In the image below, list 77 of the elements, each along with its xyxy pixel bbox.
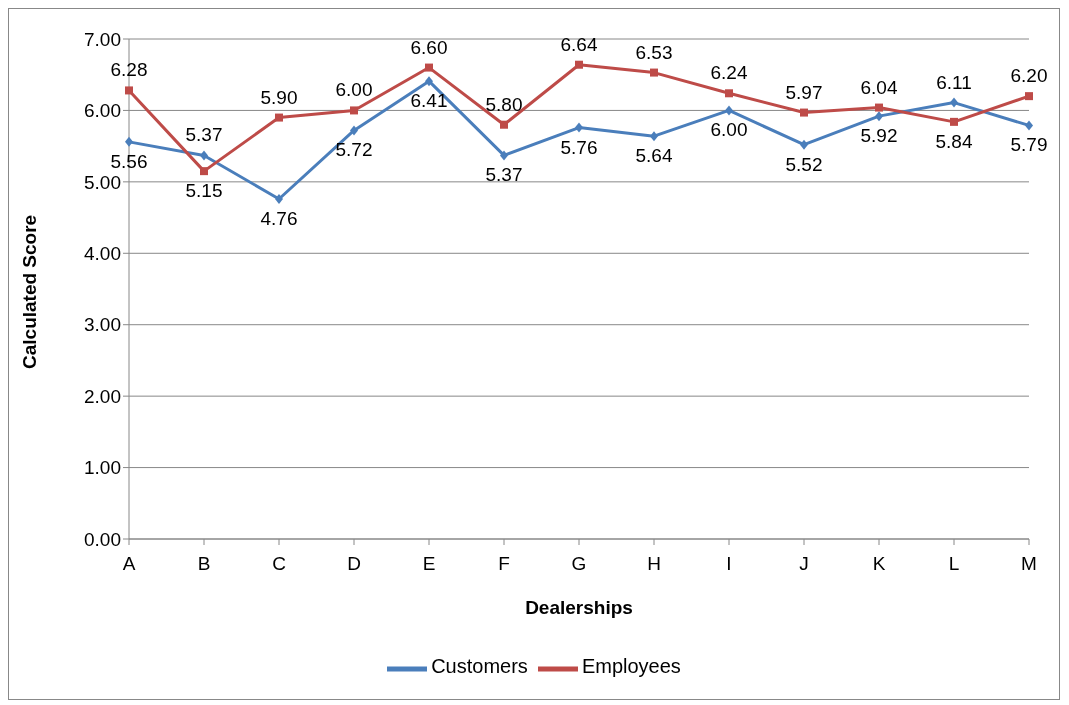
data-label: 5.72 <box>335 139 373 161</box>
point <box>875 111 883 122</box>
y-axis-title: Calculated Score <box>18 214 40 369</box>
data-label: 5.52 <box>785 153 823 175</box>
data-label: 5.76 <box>560 136 598 158</box>
point <box>725 89 733 98</box>
data-label: 5.92 <box>860 125 898 147</box>
data-label: 6.41 <box>410 90 448 112</box>
data-label: 5.97 <box>785 81 823 103</box>
data-label: 5.84 <box>935 130 973 152</box>
point <box>125 136 133 147</box>
point <box>500 150 508 161</box>
x-tick-label: A <box>122 553 136 575</box>
x-tick-label: L <box>948 553 960 575</box>
data-label: 6.11 <box>936 71 972 93</box>
x-tick-label: K <box>872 553 886 575</box>
point <box>575 60 583 69</box>
y-tick-label: 2.00 <box>84 385 121 407</box>
y-tick-label: 3.00 <box>84 314 121 336</box>
point <box>650 131 658 142</box>
data-label: 4.76 <box>260 208 298 229</box>
y-tick-label: 4.00 <box>84 243 121 265</box>
point <box>800 139 808 150</box>
x-tick-label: M <box>1021 553 1037 575</box>
data-label: 6.00 <box>710 119 748 141</box>
point <box>725 105 733 116</box>
point <box>350 106 358 115</box>
x-tick-label: D <box>347 553 361 575</box>
data-label: 6.64 <box>560 33 598 55</box>
legend-label: Employees <box>581 655 681 678</box>
point <box>500 120 508 129</box>
data-label: 6.04 <box>860 76 898 98</box>
data-label: 5.79 <box>1010 134 1048 156</box>
x-tick-label: J <box>799 553 809 575</box>
data-label: 6.60 <box>410 36 448 58</box>
data-label: 5.64 <box>635 145 673 167</box>
point <box>650 68 658 77</box>
y-tick-label: 6.00 <box>84 100 121 122</box>
x-tick-label: E <box>422 553 436 575</box>
y-tick-label: 0.00 <box>84 528 121 550</box>
data-label: 5.80 <box>485 93 523 115</box>
point <box>125 86 133 95</box>
x-tick-label: G <box>571 553 587 575</box>
data-label: 6.00 <box>335 79 373 101</box>
data-label: 5.37 <box>185 124 223 146</box>
point <box>1025 120 1033 131</box>
point <box>200 150 208 161</box>
x-tick-label: F <box>498 553 510 575</box>
x-tick-label: C <box>272 553 286 575</box>
data-label: 6.20 <box>1010 65 1048 87</box>
x-tick-label: H <box>647 553 661 575</box>
data-label: 5.15 <box>185 180 223 202</box>
x-axis-title: Dealerships <box>525 597 633 619</box>
x-tick-label: B <box>197 553 211 575</box>
point <box>950 97 958 108</box>
point <box>950 117 958 126</box>
data-label: 5.90 <box>260 86 298 108</box>
y-tick-label: 5.00 <box>84 171 121 193</box>
data-label: 6.24 <box>710 62 748 84</box>
point <box>200 167 208 176</box>
data-label: 6.28 <box>110 59 148 81</box>
point <box>275 194 283 204</box>
data-label: 5.37 <box>485 164 523 186</box>
y-tick-label: 1.00 <box>84 457 121 479</box>
y-tick-label: 7.00 <box>84 28 121 50</box>
data-label: 6.53 <box>635 41 673 63</box>
point <box>875 103 883 112</box>
point <box>350 125 358 136</box>
data-label: 5.56 <box>110 150 148 172</box>
point <box>425 76 433 87</box>
point <box>800 108 808 117</box>
point <box>575 122 583 133</box>
x-tick-label: I <box>726 553 732 575</box>
point <box>425 63 433 72</box>
legend-label: Customers <box>431 655 528 678</box>
point <box>1025 92 1033 101</box>
point <box>275 113 283 122</box>
